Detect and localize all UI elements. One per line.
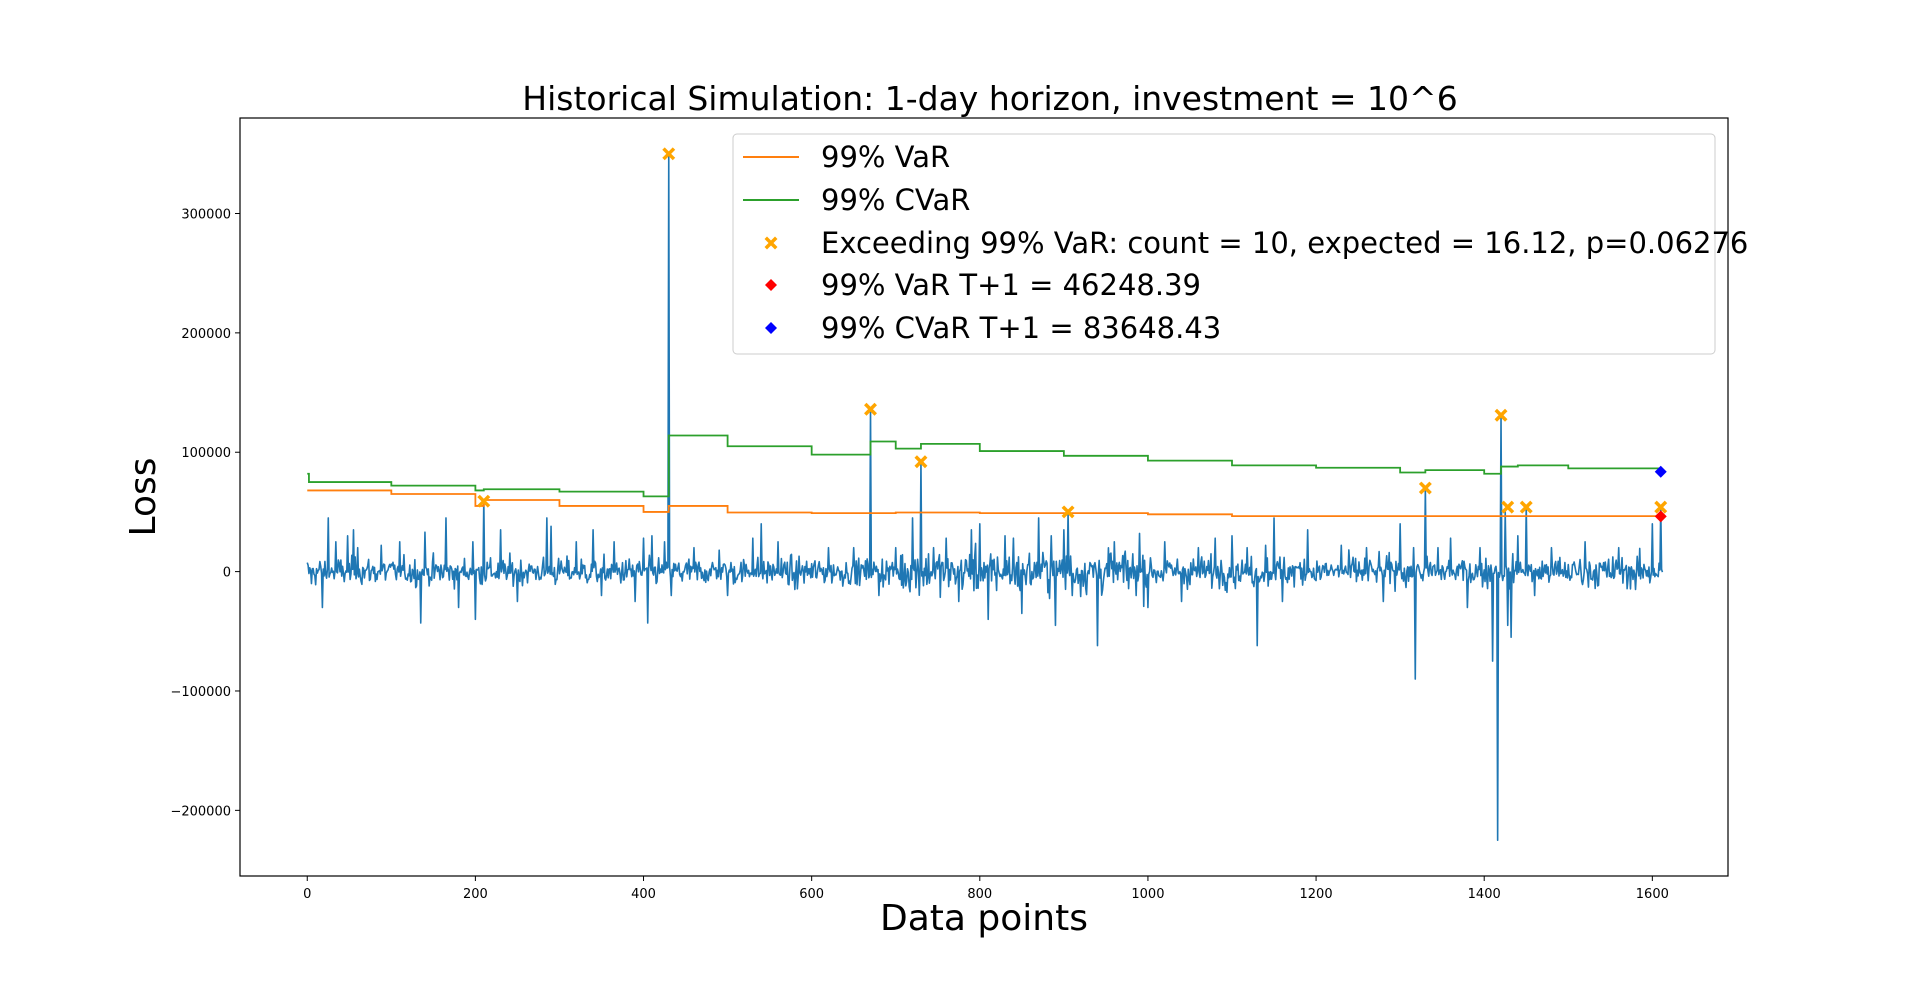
- exceedance-marker: [914, 455, 928, 469]
- x-tick-label: 0: [303, 887, 311, 902]
- legend-swatch-diamond: [765, 322, 777, 334]
- y-tick-label: 300000: [181, 207, 231, 222]
- cvar-line: [307, 434, 1663, 498]
- legend-swatch-exceed: [764, 236, 778, 250]
- exceedance-marker: [1519, 500, 1533, 514]
- y-tick-label: −200000: [170, 804, 231, 819]
- legend-label: 99% VaR T+1 = 46248.39: [821, 268, 1201, 302]
- y-tick-label: −100000: [170, 685, 231, 700]
- exceedance-marker: [1501, 500, 1515, 514]
- y-axis-label: Loss: [123, 458, 164, 537]
- x-tick-label: 1400: [1468, 887, 1501, 902]
- chart-title: Historical Simulation: 1-day horizon, in…: [522, 79, 1457, 118]
- loss-series-line: [306, 153, 1664, 841]
- y-tick-label: 100000: [181, 446, 231, 461]
- exceedance-marker: [477, 494, 491, 508]
- legend-label: Exceeding 99% VaR: count = 10, expected …: [821, 226, 1748, 260]
- x-axis: 0 200 400 600 800 1000 1200 1400 1600: [303, 876, 1669, 902]
- exceedance-marker: [1418, 481, 1432, 495]
- y-tick-label: 0: [223, 566, 231, 581]
- exceedance-marker: [1061, 505, 1075, 519]
- exceedance-marker: [662, 147, 676, 161]
- x-axis-label: Data points: [880, 898, 1088, 939]
- legend-label: 99% VaR: [821, 140, 950, 174]
- legend-box: [732, 133, 1716, 355]
- exceedance-marker: [1494, 408, 1508, 422]
- x-tick-label: 1200: [1300, 887, 1333, 902]
- legend-label: 99% CVaR: [821, 183, 970, 217]
- legend-swatch-diamond: [765, 279, 777, 291]
- legend-label: 99% CVaR T+1 = 83648.43: [821, 311, 1221, 345]
- x-tick-label: 600: [799, 887, 824, 902]
- x-tick-label: 200: [463, 887, 488, 902]
- plot-frame: [239, 117, 1729, 877]
- var-next-marker: [1654, 510, 1667, 523]
- x-tick-label: 1000: [1131, 887, 1164, 902]
- y-axis: −200000 −100000 0 100000 200000 300000: [170, 207, 240, 819]
- exceedance-marker: [1654, 500, 1668, 514]
- plot-area: [306, 147, 1668, 841]
- legend: 99% VaR 99% CVaR Exceeding 99% VaR: count …: [732, 133, 1748, 355]
- x-tick-label: 800: [967, 887, 992, 902]
- x-tick-label: 400: [631, 887, 656, 902]
- exceedance-marker: [864, 402, 877, 416]
- x-tick-label: 1600: [1636, 887, 1669, 902]
- y-tick-label: 200000: [181, 327, 231, 342]
- cvar-next-marker: [1654, 465, 1667, 478]
